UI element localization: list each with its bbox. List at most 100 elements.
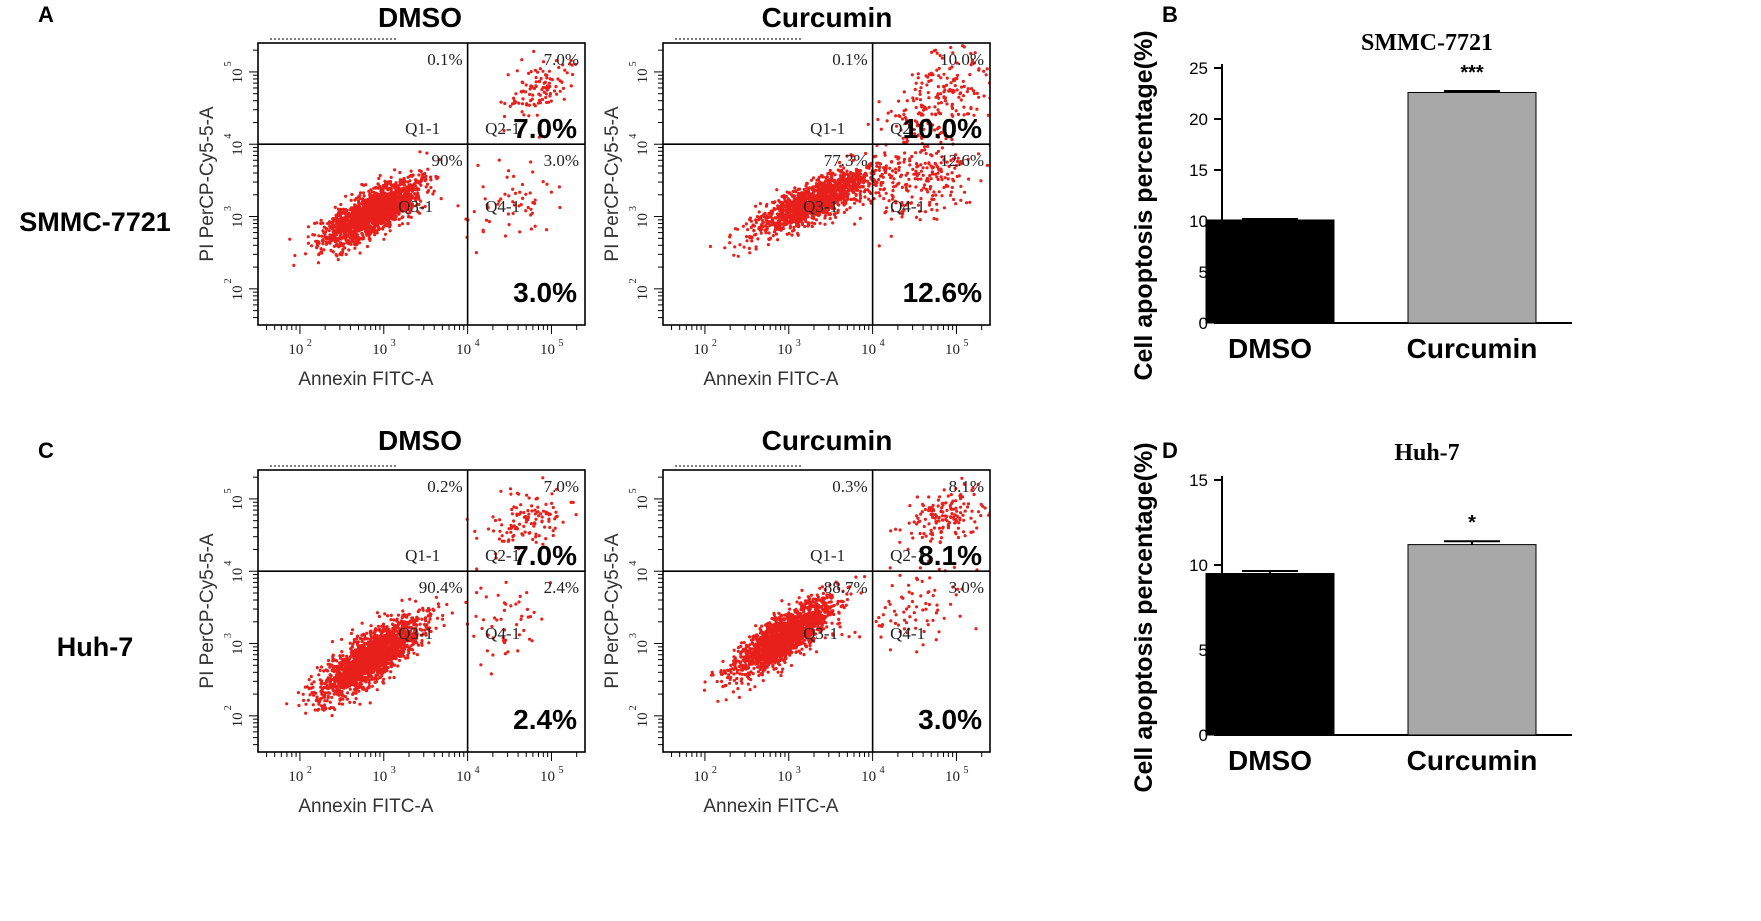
event-dot (333, 236, 337, 240)
event-dot (949, 158, 953, 162)
event-dot (818, 212, 822, 216)
event-dot (528, 191, 532, 195)
event-dot (936, 171, 940, 175)
event-dot (849, 176, 853, 180)
event-dot (569, 59, 573, 63)
event-dot (350, 216, 354, 221)
event-dot (805, 182, 809, 186)
event-dot (891, 169, 895, 173)
event-dot (897, 156, 901, 160)
event-dot (851, 197, 855, 201)
event-dot (940, 146, 945, 150)
event-dot (934, 112, 938, 116)
event-dot (381, 198, 385, 202)
y-tick-label: 10 (230, 141, 246, 156)
event-dot (360, 197, 365, 201)
event-dot (918, 98, 923, 102)
event-dot (529, 207, 533, 211)
event-dot (862, 179, 866, 183)
event-dot (497, 199, 501, 203)
event-dot (329, 248, 333, 252)
event-dot (336, 223, 340, 227)
event-dot (863, 195, 867, 199)
event-dot (811, 204, 815, 208)
event-dot (897, 168, 901, 172)
event-dot (335, 254, 339, 258)
event-dot (844, 177, 848, 182)
event-dot (914, 169, 918, 173)
x-tick-label: 10 (777, 342, 792, 358)
event-dot (869, 191, 873, 195)
x-tick-label: 10 (288, 342, 303, 358)
event-dot (398, 180, 402, 184)
event-dot (383, 179, 387, 183)
event-dot (770, 223, 774, 227)
event-dot (846, 173, 850, 177)
event-dot (405, 199, 409, 204)
event-dot (554, 59, 559, 63)
event-dot (874, 191, 878, 195)
event-dot (854, 197, 858, 202)
event-dot (901, 203, 905, 207)
event-dot (891, 189, 895, 193)
event-dot (427, 641, 431, 645)
event-dot (763, 224, 767, 228)
event-dot (558, 89, 562, 93)
event-dot (942, 72, 946, 76)
event-dot (962, 45, 966, 49)
panel-letter-d: D (1162, 438, 1178, 463)
event-dot (754, 245, 758, 249)
event-dot (389, 215, 393, 219)
event-dot (830, 205, 834, 210)
event-dot (371, 227, 375, 231)
event-dot (874, 183, 878, 188)
y-tick-exponent: 2 (223, 278, 234, 283)
event-dot (950, 104, 954, 108)
event-dot (943, 133, 947, 138)
event-dot (951, 51, 955, 55)
event-dot (562, 97, 566, 101)
event-dot (902, 112, 906, 117)
event-dot (742, 245, 746, 249)
event-dot (850, 180, 854, 184)
event-dot (934, 193, 938, 197)
event-dot (533, 104, 538, 108)
event-dot (341, 207, 346, 211)
event-dot (940, 56, 945, 60)
event-dot (544, 95, 548, 100)
event-dot (778, 208, 782, 212)
y-tick-exponent: 2 (628, 278, 639, 283)
event-dot (783, 199, 787, 203)
event-dot (405, 189, 409, 193)
event-dot (790, 233, 794, 237)
event-dot (797, 209, 802, 214)
event-dot (851, 183, 855, 187)
event-dot (385, 184, 389, 188)
event-dot (842, 199, 847, 203)
event-dot (924, 107, 928, 111)
quadrant-name-q1: Q1-1 (405, 119, 440, 138)
event-dot (801, 201, 805, 205)
event-dot (529, 227, 534, 231)
event-dot (811, 199, 816, 203)
event-dot (406, 192, 410, 196)
event-dot (337, 702, 342, 706)
event-dot (537, 80, 541, 84)
event-dot (877, 168, 881, 172)
event-dot (418, 150, 422, 154)
event-dot (419, 178, 423, 182)
event-dot (353, 198, 357, 202)
event-dot (878, 187, 882, 191)
event-dot (357, 202, 362, 206)
event-dot (319, 247, 323, 251)
event-dot (376, 182, 380, 186)
event-dot (975, 91, 979, 95)
event-dot (512, 101, 517, 105)
event-dot (962, 113, 966, 117)
event-dot (345, 209, 349, 213)
event-dot (892, 177, 896, 181)
event-dot (386, 180, 390, 184)
event-dot (360, 227, 364, 231)
event-dot (481, 185, 485, 189)
event-dot (385, 200, 389, 205)
